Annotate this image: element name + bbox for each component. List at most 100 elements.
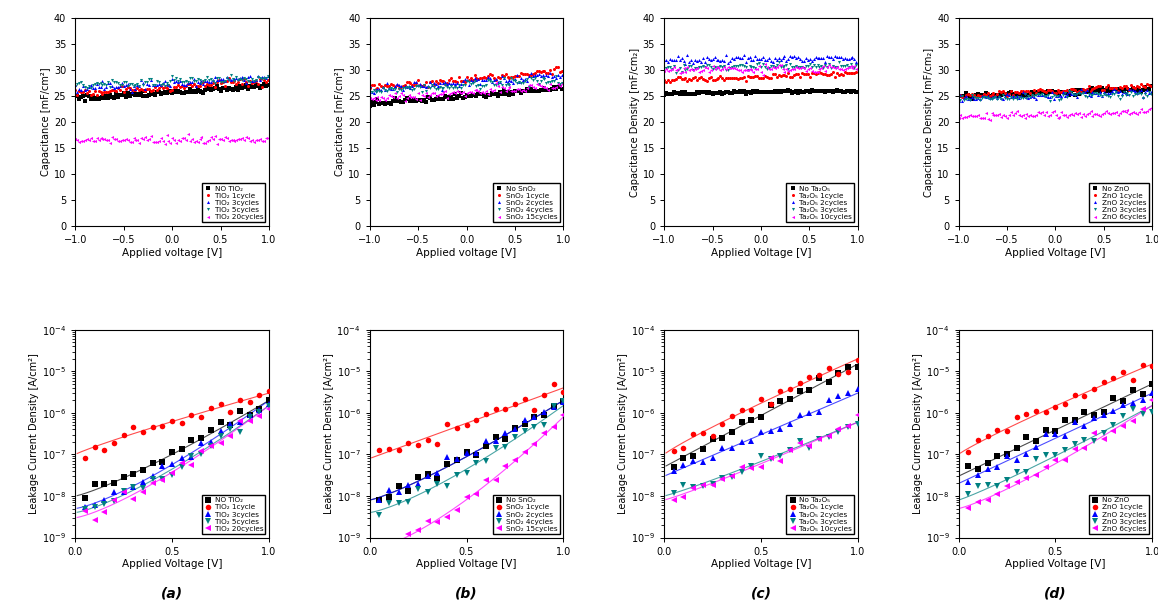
SnO₂ 1cycle [387, 82, 401, 89]
No ZnO [1019, 433, 1033, 440]
TiO₂ 3cycles [175, 455, 189, 462]
ZnO 2cycles [975, 92, 989, 100]
Ta₂O₅ 1cycle [798, 70, 812, 77]
TiO₂ 5cycles [204, 443, 218, 450]
SnO₂ 2cycles [545, 68, 559, 76]
TiO₂ 1cycle [126, 423, 140, 430]
SnO₂ 2cycles [387, 80, 401, 88]
ZnO 6cycles [1087, 429, 1101, 437]
ZnO 1cycle [1016, 91, 1029, 98]
No ZnO [1126, 387, 1139, 394]
TiO₂ 1cycle [262, 388, 276, 395]
TiO₂ 3cycles [213, 428, 227, 435]
SnO₂ 2cycles [362, 82, 376, 89]
NO TiO₂ [166, 448, 179, 455]
TiO₂ 1cycle [262, 75, 276, 82]
TiO₂ 20cycles [117, 489, 131, 496]
No Ta₂O₅ [798, 89, 812, 96]
Ta₂O₅ 3cycles [667, 489, 681, 496]
Ta₂O₅ 2cycles [805, 50, 819, 57]
Line: TiO₂ 20cycles: TiO₂ 20cycles [74, 131, 271, 147]
TiO₂ 5cycles [78, 505, 91, 512]
No Ta₂O₅ [851, 88, 865, 95]
Ta₂O₅ 3cycles [802, 444, 816, 451]
SnO₂ 2cycles [367, 89, 381, 97]
No ZnO [1048, 427, 1062, 434]
ZnO 2cycles [1093, 89, 1107, 96]
Ta₂O₅ 1cycle [687, 430, 701, 437]
Ta₂O₅ 10cycles [851, 64, 865, 71]
ZnO 6cycles [1097, 435, 1111, 443]
ZnO 1cycle [990, 426, 1004, 434]
SnO₂ 15cycles [504, 85, 518, 92]
TiO₂ 3cycles [126, 483, 140, 490]
SnO₂ 15cycles [382, 541, 396, 548]
TiO₂ 5cycles [97, 500, 111, 507]
ZnO 2cycles [1068, 419, 1082, 426]
Line: TiO₂ 1cycle: TiO₂ 1cycle [74, 76, 271, 98]
ZnO 6cycles [1116, 423, 1130, 430]
SnO₂ 4cycles [369, 91, 383, 98]
No SnO₂ [439, 94, 453, 101]
No ZnO [1097, 409, 1111, 416]
Ta₂O₅ 10cycles [793, 440, 807, 447]
NO TiO₂ [107, 480, 120, 487]
SnO₂ 15cycles [554, 79, 567, 86]
ZnO 1cycle [981, 432, 995, 440]
Ta₂O₅ 10cycles [725, 472, 739, 480]
No ZnO [990, 452, 1004, 460]
NO TiO₂ [223, 421, 237, 428]
ZnO 6cycles [990, 490, 1004, 498]
SnO₂ 2cycles [431, 469, 445, 477]
Line: SnO₂ 1cycle: SnO₂ 1cycle [368, 65, 565, 94]
TiO₂ 20cycles [155, 476, 169, 483]
TiO₂ 20cycles [184, 461, 198, 469]
ZnO 6cycles [1029, 471, 1043, 478]
SnO₂ 2cycles [373, 496, 387, 503]
NO TiO₂ [262, 396, 276, 403]
TiO₂ 5cycles [262, 73, 276, 80]
Legend: No ZnO, ZnO 1cycle, ZnO 2cycles, ZnO 3cycles, ZnO 6cycles: No ZnO, ZnO 1cycle, ZnO 2cycles, ZnO 3cy… [1089, 495, 1149, 534]
TiO₂ 5cycles [223, 71, 237, 79]
Ta₂O₅ 3cycles [705, 480, 719, 487]
Legend: No SnO₂, SnO₂ 1cycle, SnO₂ 2cycles, SnO₂ 4cycles, SnO₂ 15cycles: No SnO₂, SnO₂ 1cycle, SnO₂ 2cycles, SnO₂… [493, 184, 559, 222]
ZnO 6cycles [1145, 108, 1158, 115]
NO TiO₂ [78, 98, 91, 105]
Ta₂O₅ 10cycles [802, 443, 816, 450]
Ta₂O₅ 10cycles [716, 475, 730, 483]
Ta₂O₅ 3cycles [774, 452, 787, 459]
No SnO₂ [547, 402, 560, 410]
SnO₂ 1cycle [551, 63, 565, 71]
TiO₂ 1cycle [210, 80, 223, 88]
ZnO 1cycle [1107, 374, 1121, 382]
SnO₂ 1cycle [420, 436, 434, 443]
TiO₂ 5cycles [132, 82, 146, 89]
No Ta₂O₅ [774, 397, 787, 405]
X-axis label: Applied Voltage [V]: Applied Voltage [V] [1005, 559, 1106, 570]
TiO₂ 5cycles [213, 432, 227, 440]
ZnO 3cycles [990, 483, 1004, 490]
ZnO 2cycles [1039, 430, 1053, 437]
No ZnO [1136, 390, 1150, 397]
Line: Ta₂O₅ 10cycles: Ta₂O₅ 10cycles [670, 412, 860, 503]
TiO₂ 1cycle [88, 443, 102, 450]
No ZnO [1145, 85, 1158, 92]
Line: NO TiO₂: NO TiO₂ [74, 82, 271, 103]
ZnO 6cycles [1133, 104, 1146, 112]
ZnO 3cycles [970, 483, 984, 490]
ZnO 3cycles [1016, 93, 1029, 100]
ZnO 2cycles [952, 97, 966, 104]
SnO₂ 4cycles [373, 512, 387, 519]
ZnO 1cycle [1073, 88, 1087, 95]
ZnO 1cycle [1019, 411, 1033, 418]
No ZnO [961, 462, 975, 469]
Ta₂O₅ 2cycles [725, 444, 739, 451]
TiO₂ 3cycles [191, 79, 205, 86]
Ta₂O₅ 2cycles [745, 438, 758, 445]
ZnO 2cycles [1107, 407, 1121, 414]
Y-axis label: Leakage Current Density [A/cm²]: Leakage Current Density [A/cm²] [618, 353, 628, 514]
TiO₂ 20cycles [107, 496, 120, 503]
ZnO 1cycle [1093, 85, 1107, 92]
Line: No Ta₂O₅: No Ta₂O₅ [662, 88, 859, 96]
TiO₂ 5cycles [146, 476, 160, 483]
